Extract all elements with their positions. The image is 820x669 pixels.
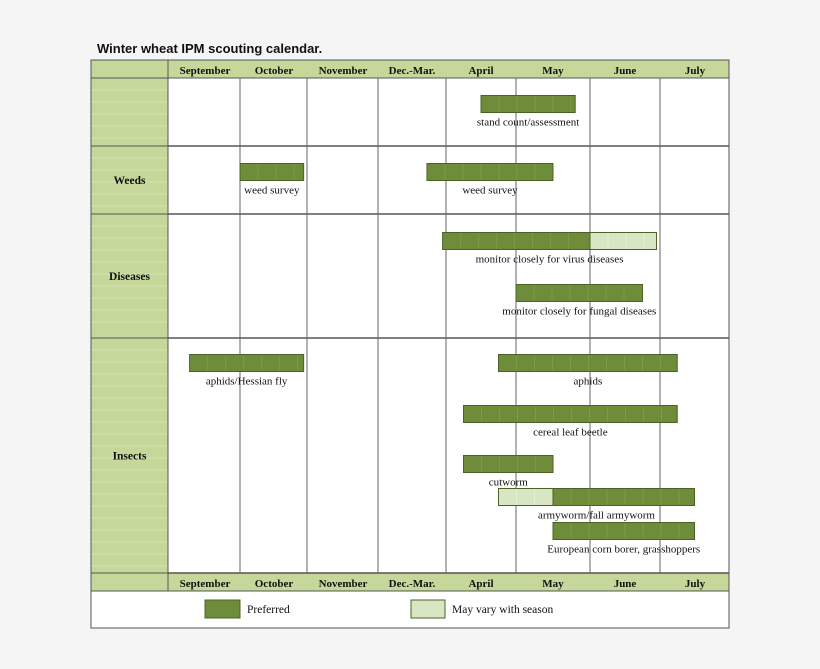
labels-layer: September September October October November… — [109, 65, 706, 590]
legend-swatch-vary — [410, 599, 446, 619]
month-label-bottom-4: April — [468, 578, 493, 590]
task-label-4: monitor closely for fungal diseases — [502, 306, 656, 318]
task-label-0: stand count/assessment — [477, 117, 579, 129]
task-bar-7-0 — [463, 405, 678, 423]
category-label-2: Diseases — [109, 271, 150, 283]
month-label-bottom-7: July — [685, 578, 706, 590]
task-label-10: European corn borer, grasshoppers — [547, 544, 700, 556]
task-label-2: weed survey — [462, 185, 518, 197]
legend-label-vary: May vary with season — [452, 604, 553, 616]
task-label-8: cutworm — [489, 477, 529, 489]
task-bar-3-1 — [589, 232, 657, 250]
task-bar-6-0 — [498, 354, 678, 372]
top-month-header — [90, 59, 730, 79]
task-bar-5-0 — [189, 354, 305, 372]
legend: Preferred May vary with season — [204, 599, 553, 619]
month-label-top-1: October — [255, 65, 294, 77]
category-cell-2 — [90, 213, 169, 339]
category-cell-0 — [90, 77, 169, 147]
task-bar-10-0 — [552, 522, 695, 540]
bars-layer — [189, 95, 695, 540]
month-label-bottom-0: September — [180, 578, 231, 590]
task-label-3: monitor closely for virus diseases — [476, 254, 624, 266]
month-label-bottom-1: October — [255, 578, 294, 590]
category-cell-3 — [90, 337, 169, 574]
month-label-bottom-5: May — [542, 578, 564, 590]
task-bar-3-0 — [442, 232, 591, 250]
task-bar-4-0 — [515, 284, 643, 302]
background-layer — [90, 59, 730, 629]
month-label-bottom-3: Dec.-Mar. — [389, 578, 436, 590]
legend-swatch-preferred — [204, 599, 241, 619]
task-bar-0-0 — [480, 95, 576, 113]
task-label-9: armyworm/fall armyworm — [538, 510, 655, 522]
task-bar-1-0 — [239, 163, 305, 181]
month-label-top-6: June — [614, 65, 637, 77]
task-bar-8-0 — [463, 455, 554, 473]
task-label-1: weed survey — [244, 185, 300, 197]
task-bar-9-1 — [552, 488, 695, 506]
task-bar-2-0 — [426, 163, 554, 181]
month-label-bottom-6: June — [614, 578, 637, 590]
month-label-top-2: November — [319, 65, 368, 77]
task-label-6: aphids — [574, 376, 603, 388]
month-label-top-5: May — [542, 65, 564, 77]
chart-title: Winter wheat IPM scouting calendar. — [97, 41, 322, 56]
task-label-7: cereal leaf beetle — [533, 427, 608, 439]
month-label-top-7: July — [685, 65, 706, 77]
month-label-top-4: April — [468, 65, 493, 77]
legend-label-preferred: Preferred — [247, 604, 290, 616]
month-label-bottom-2: November — [319, 578, 368, 590]
category-label-1: Weeds — [114, 175, 146, 187]
month-label-top-0: September — [180, 65, 231, 77]
month-label-top-3: Dec.-Mar. — [389, 65, 436, 77]
task-label-5: aphids/Hessian fly — [206, 376, 288, 388]
category-label-3: Insects — [113, 451, 147, 463]
task-bar-9-0 — [498, 488, 554, 506]
